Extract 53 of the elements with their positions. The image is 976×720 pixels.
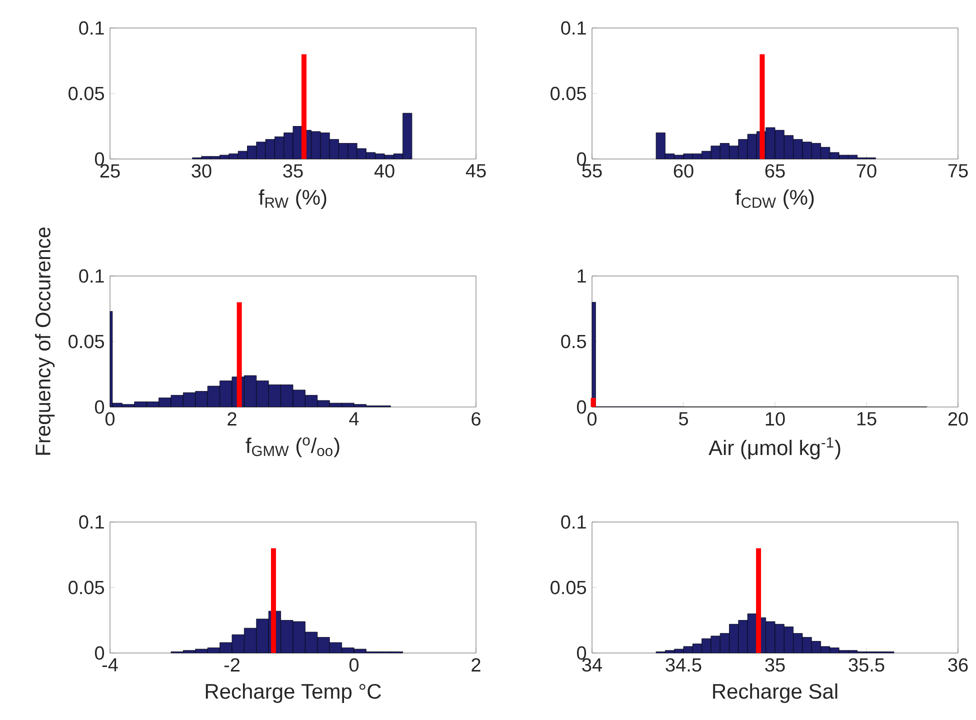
y-tick-label: 0.05: [68, 334, 104, 348]
x-tick-label: 75: [948, 164, 968, 178]
x-tick-label: 34: [582, 658, 602, 672]
y-tick-label: 0.1: [561, 21, 586, 35]
x-tick-label: 55: [582, 164, 602, 178]
y-tick-label: 0: [576, 646, 586, 660]
y-tick-label: 0.1: [79, 269, 104, 283]
y-tick-label: 0.05: [68, 580, 104, 594]
y-tick-label: 0.05: [550, 580, 586, 594]
y-tick-label: 1: [578, 269, 586, 283]
x-tick-label: 35.5: [848, 658, 884, 672]
y-tick-label: 0.05: [68, 86, 104, 100]
y-tick-label: 0.05: [550, 86, 586, 100]
x-tick-label: 70: [856, 164, 876, 178]
x-tick-label: 2: [228, 412, 236, 426]
x-tick-label: 10: [766, 412, 785, 426]
x-axis-title: f$_{GMW}$ ($^{o}$/$_{oo}$): [246, 437, 340, 458]
x-axis-title: Recharge Sal: [713, 683, 838, 703]
x-tick-label: 34.5: [666, 658, 702, 672]
y-tick-label: 0.1: [79, 21, 104, 35]
x-tick-label: 36: [948, 658, 968, 672]
x-tick-label: 40: [374, 164, 394, 178]
y-tick-label: 0.1: [79, 515, 104, 529]
y-tick-label: 0: [576, 152, 586, 166]
x-tick-label: 15: [857, 412, 876, 426]
x-tick-label: 4: [349, 412, 359, 426]
x-tick-label: 5: [678, 412, 688, 426]
y-tick-label: 0.5: [561, 334, 586, 348]
x-tick-label: 0: [587, 412, 597, 426]
x-tick-label: 20: [948, 412, 968, 426]
x-tick-label: 45: [466, 164, 486, 178]
x-tick-label: -2: [224, 658, 240, 672]
x-tick-label: 25: [100, 164, 120, 178]
x-axis-title: Recharge Temp °C: [206, 683, 381, 703]
y-tick-label: 0.1: [561, 515, 586, 529]
x-tick-label: 35: [283, 164, 303, 178]
x-tick-label: 6: [472, 412, 480, 426]
x-tick-label: 60: [674, 164, 694, 178]
x-axis-title: f$_{RW}$ (%): [258, 189, 326, 209]
x-tick-label: 0: [105, 412, 115, 426]
x-tick-label: 0: [349, 658, 359, 672]
x-tick-label: 35: [765, 658, 785, 672]
x-tick-label: 2: [472, 658, 480, 672]
x-tick-label: -4: [102, 658, 118, 672]
x-tick-label: 30: [192, 164, 212, 178]
y-tick-label: 0: [94, 152, 104, 166]
x-axis-title: Air (μmol kg$^{-1}$): [708, 437, 840, 460]
y-tick-label: 0: [94, 400, 104, 414]
y-axis-title: Frequency of Occurence: [35, 227, 55, 455]
x-axis-title: f$_{CDW}$ (%): [735, 189, 814, 209]
x-tick-label: 65: [765, 164, 785, 178]
y-tick-label: 0: [576, 400, 586, 414]
y-tick-label: 0: [94, 646, 104, 660]
